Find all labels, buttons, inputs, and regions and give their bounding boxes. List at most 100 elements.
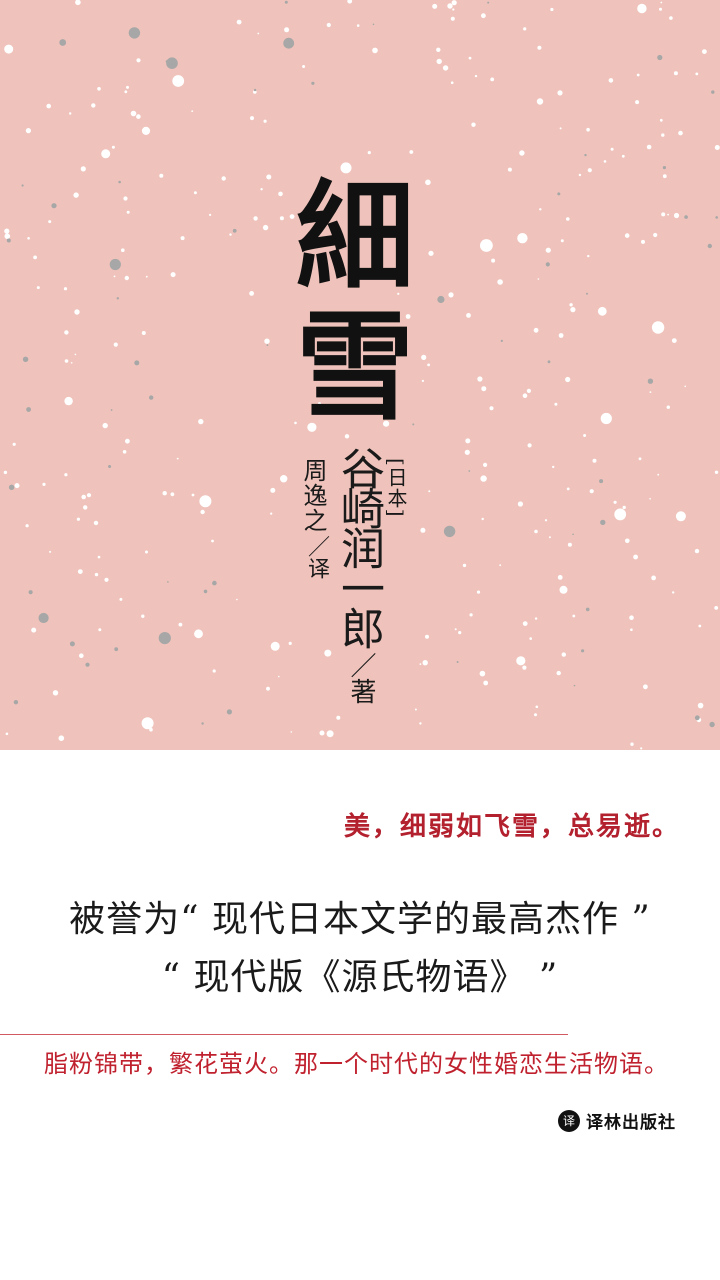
snowflake (649, 391, 652, 393)
snowflake (651, 575, 656, 581)
snowflake (294, 421, 297, 425)
snowflake (270, 487, 276, 493)
snowflake (81, 494, 86, 500)
snowflake (570, 307, 576, 313)
snowflake (232, 228, 237, 233)
snowflake (27, 237, 30, 240)
snowflake (421, 354, 427, 360)
snowflake (22, 356, 29, 362)
snowflake (581, 649, 585, 653)
snowflake (118, 180, 121, 184)
snowflake (477, 376, 483, 382)
snowflake (12, 442, 16, 446)
snowflake (126, 85, 129, 89)
snowflake (211, 539, 214, 543)
snowflake (311, 81, 315, 85)
snowflake (544, 519, 548, 522)
snowflake (613, 500, 617, 504)
snowflake (471, 122, 476, 127)
snowflake (715, 216, 718, 219)
snowflake (597, 306, 607, 316)
snowflake (422, 660, 428, 666)
snowflake (200, 509, 205, 515)
snowflake (283, 37, 295, 49)
snowflake (499, 564, 502, 567)
snowflake (678, 130, 683, 136)
snowflake (383, 420, 390, 427)
snowflake (630, 628, 633, 631)
snowflake (600, 519, 606, 526)
snowflake (500, 339, 503, 342)
snowflake (432, 3, 438, 9)
snowflake (266, 174, 272, 180)
snowflake (64, 396, 73, 406)
snowflake (397, 292, 400, 295)
praise-line-1: 被誉为“ 现代日本文学的最高杰作 ” (69, 899, 651, 940)
snowflake (464, 449, 470, 455)
snowflake (64, 330, 69, 335)
snowflake (91, 103, 96, 108)
snowflake (63, 287, 68, 291)
snowflake (111, 145, 115, 149)
book-title-char-2: 雪 (296, 297, 415, 436)
snowflake (263, 119, 267, 123)
snowflake (675, 511, 686, 522)
praise-line-2: “ 现代版《源氏物语》 ” (161, 957, 559, 998)
snowflake (565, 376, 571, 383)
snowflake (522, 393, 528, 399)
snowflake (412, 423, 415, 426)
snowflake (236, 598, 238, 601)
snowflake (672, 591, 675, 594)
snowflake (253, 216, 258, 221)
snowflake (6, 238, 11, 243)
snowflake (714, 145, 720, 150)
snowflake (566, 217, 570, 221)
snowflake (476, 590, 481, 594)
snowflake (77, 569, 83, 574)
snowflake (141, 717, 154, 730)
snowflake (80, 166, 86, 172)
snowflake (526, 388, 532, 393)
snowflake (635, 100, 640, 105)
snowflake (113, 275, 116, 278)
snowflake (419, 722, 422, 725)
snowflake (124, 90, 128, 94)
snowflake (260, 188, 263, 191)
snowflake (599, 479, 604, 484)
snowflake (326, 730, 334, 738)
snowflake (414, 708, 417, 711)
snowflake (557, 192, 561, 196)
snowflake (629, 615, 634, 620)
snowflake (194, 629, 203, 639)
snowflake (419, 663, 422, 665)
snowflake (489, 406, 494, 411)
snowflake (462, 563, 467, 568)
snowflake (643, 684, 648, 690)
snowflake (646, 144, 652, 150)
snowflake (336, 715, 341, 720)
snowflake (125, 438, 130, 444)
snowflake (38, 612, 49, 624)
snowflake (458, 631, 462, 635)
snowflake (128, 27, 141, 39)
snowflake (507, 167, 512, 172)
snowflake (468, 470, 471, 472)
publisher-name: 译林出版社 (586, 1113, 676, 1133)
snowflake (529, 637, 532, 640)
snowflake (714, 470, 719, 474)
snowflake (69, 112, 72, 115)
snowflake (270, 512, 273, 515)
snowflake (442, 65, 449, 71)
snowflake (76, 517, 80, 521)
snowflake (3, 470, 8, 475)
snowflake (253, 88, 257, 92)
snowflake (14, 483, 20, 489)
snowflake (21, 184, 24, 187)
snowflake (662, 174, 667, 179)
snowflake (421, 379, 424, 382)
snowflake (466, 313, 471, 318)
snowflake (278, 675, 280, 678)
snowflake (537, 278, 540, 280)
snowflake (587, 254, 590, 258)
snowflake (711, 90, 715, 94)
